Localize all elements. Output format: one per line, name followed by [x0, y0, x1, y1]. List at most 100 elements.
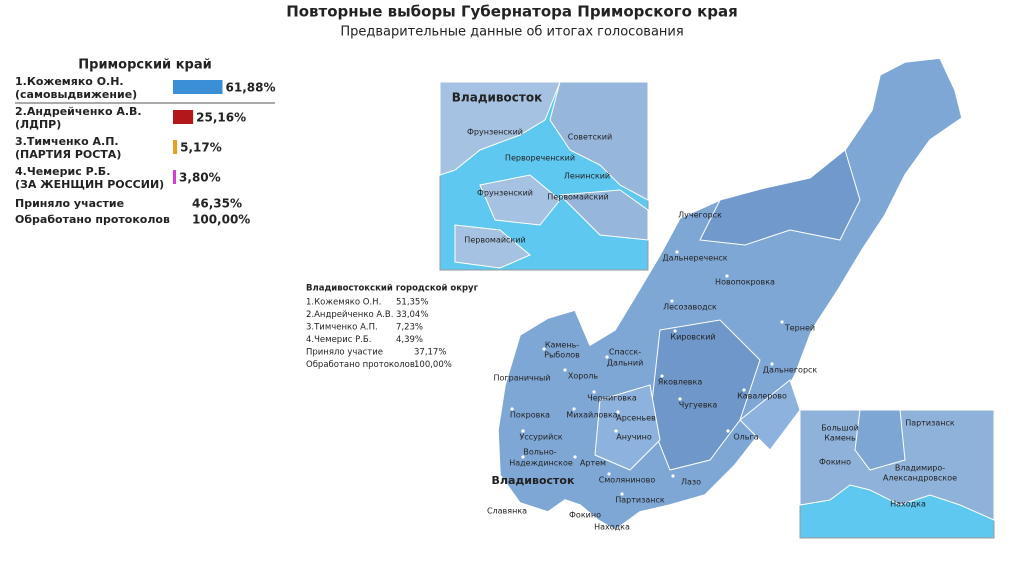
- settlement-dot: [614, 429, 618, 433]
- candidate-party: (ЗА ЖЕНЩИН РОССИИ): [15, 178, 164, 191]
- settlement-dot: [605, 355, 609, 359]
- inset-place-label: Первомайский: [547, 193, 608, 202]
- place-label: Лесозаводск: [663, 303, 717, 312]
- settlement-dot: [573, 455, 577, 459]
- settlement-dot: [607, 472, 611, 476]
- place-label: Терней: [784, 324, 815, 333]
- result-label: 5,17%: [180, 141, 222, 155]
- inset-title: Владивосток: [452, 91, 542, 105]
- candidate-party: (ЛДПР): [15, 118, 61, 131]
- city-row-name: 1.Кожемяко О.Н.: [306, 298, 381, 308]
- inset-place-label: Большой: [821, 424, 859, 433]
- settlement-dot: [521, 455, 525, 459]
- stat-value: 100,00%: [192, 213, 250, 227]
- place-label: Пограничный: [494, 374, 551, 383]
- city-row-value: 7,23%: [396, 323, 423, 333]
- candidate-name: 1.Кожемяко О.Н.: [15, 75, 124, 88]
- settlement-dot: [780, 320, 784, 324]
- place-label: Покровка: [510, 411, 550, 420]
- inset-place-label: Советский: [568, 133, 612, 142]
- settlement-dot: [510, 407, 514, 411]
- place-label: Славянка: [487, 507, 527, 516]
- settlement-dot: [673, 329, 677, 333]
- title: Повторные выборы Губернатора Приморского…: [286, 3, 738, 21]
- candidate-name: 4.Чемерис Р.Б.: [15, 165, 110, 178]
- place-label: Новопокровка: [715, 278, 775, 287]
- inset-place-label: Первореченский: [505, 154, 575, 163]
- place-label: Вольно-: [523, 448, 556, 457]
- settlement-dot: [542, 347, 546, 351]
- result-bar: [173, 170, 177, 184]
- stat-name: Обработано протоколов: [15, 213, 170, 226]
- result-bar: [173, 140, 178, 154]
- place-label: Ольга: [733, 433, 758, 442]
- settlement-dot: [563, 368, 567, 372]
- capital-label: Владивосток: [492, 474, 575, 487]
- place-label: Артем: [580, 459, 606, 468]
- settlement-dot: [726, 429, 730, 433]
- place-label: Хороль: [568, 372, 598, 381]
- settlement-dot: [616, 410, 620, 414]
- inset-place-label: Находка: [890, 500, 926, 509]
- inset-place-label: Фрунзенский: [467, 128, 523, 137]
- subtitle: Предварительные данные об итогах голосов…: [340, 25, 683, 40]
- place-label: Кировский: [670, 333, 715, 342]
- settlement-dot: [572, 407, 576, 411]
- settlement-dot: [725, 274, 729, 278]
- city-row-value: 33,04%: [396, 310, 428, 320]
- place-label: Находка: [594, 523, 630, 532]
- city-row-name: Приняло участие: [306, 348, 383, 358]
- inset-south: [799, 409, 995, 539]
- settlement-dot: [678, 397, 682, 401]
- settlement-dot: [742, 388, 746, 392]
- inset-place-label: Ленинский: [564, 172, 610, 181]
- place-label: Анучино: [616, 433, 652, 442]
- city-row-name: 2.Андрейченко А.В.: [306, 310, 393, 320]
- candidate-name: 3.Тимченко А.П.: [15, 135, 119, 148]
- place-label: Дальнереченск: [662, 254, 727, 263]
- place-label: Камень-: [545, 341, 579, 350]
- map: [497, 57, 963, 531]
- place-label: Лазо: [681, 478, 701, 487]
- place-label: Фокино: [569, 511, 601, 520]
- inset-place-label: Камень: [824, 434, 856, 443]
- region-title: Приморский край: [78, 58, 211, 73]
- inset-place-label: Фокино: [819, 458, 851, 467]
- settlement-dot: [565, 507, 569, 511]
- place-label: Дальнегорск: [763, 366, 818, 375]
- city-title: Владивостокский городской округ: [306, 284, 479, 294]
- settlement-dot: [675, 250, 679, 254]
- place-label: Черниговка: [587, 394, 637, 403]
- inset-place-label: Александровское: [883, 474, 957, 483]
- place-label: Дальний: [607, 359, 644, 368]
- settlement-dot: [671, 474, 675, 478]
- city-row-value: 37,17%: [414, 348, 446, 358]
- result-label: 3,80%: [179, 171, 221, 185]
- result-bar: [173, 110, 194, 124]
- candidate-party: (ПАРТИЯ РОСТА): [15, 148, 121, 161]
- settlement-dot: [680, 207, 684, 211]
- settlement-dot: [620, 492, 624, 496]
- settlement-dot: [592, 390, 596, 394]
- settlement-dot: [670, 299, 674, 303]
- candidate-party: (самовыдвижение): [15, 88, 137, 101]
- place-label: Кавалерово: [737, 392, 787, 401]
- inset-place-label: Владимиро-: [895, 464, 945, 473]
- result-label: 61,88%: [226, 81, 276, 95]
- city-row-value: 51,35%: [396, 298, 428, 308]
- place-label: Арсеньев: [616, 414, 656, 423]
- place-label: Михайловка: [566, 411, 617, 420]
- city-row-value: 4,39%: [396, 335, 423, 345]
- inset-place-label: Фрунзенский: [477, 189, 533, 198]
- place-label: Уссурийск: [519, 433, 562, 442]
- settlement-dot: [502, 370, 506, 374]
- inset-place-label: Первомайский: [464, 236, 525, 245]
- settlement-dot: [660, 374, 664, 378]
- city-row-name: 4.Чемерис Р.Б.: [306, 335, 371, 345]
- candidate-name: 2.Андрейченко А.В.: [15, 105, 142, 118]
- city-row-value: 100,00%: [414, 360, 452, 370]
- place-label: Спасск-: [609, 348, 641, 357]
- city-results: Владивостокский городской округ 1.Кожемя…: [306, 284, 479, 371]
- place-label: Яковлевка: [658, 378, 703, 387]
